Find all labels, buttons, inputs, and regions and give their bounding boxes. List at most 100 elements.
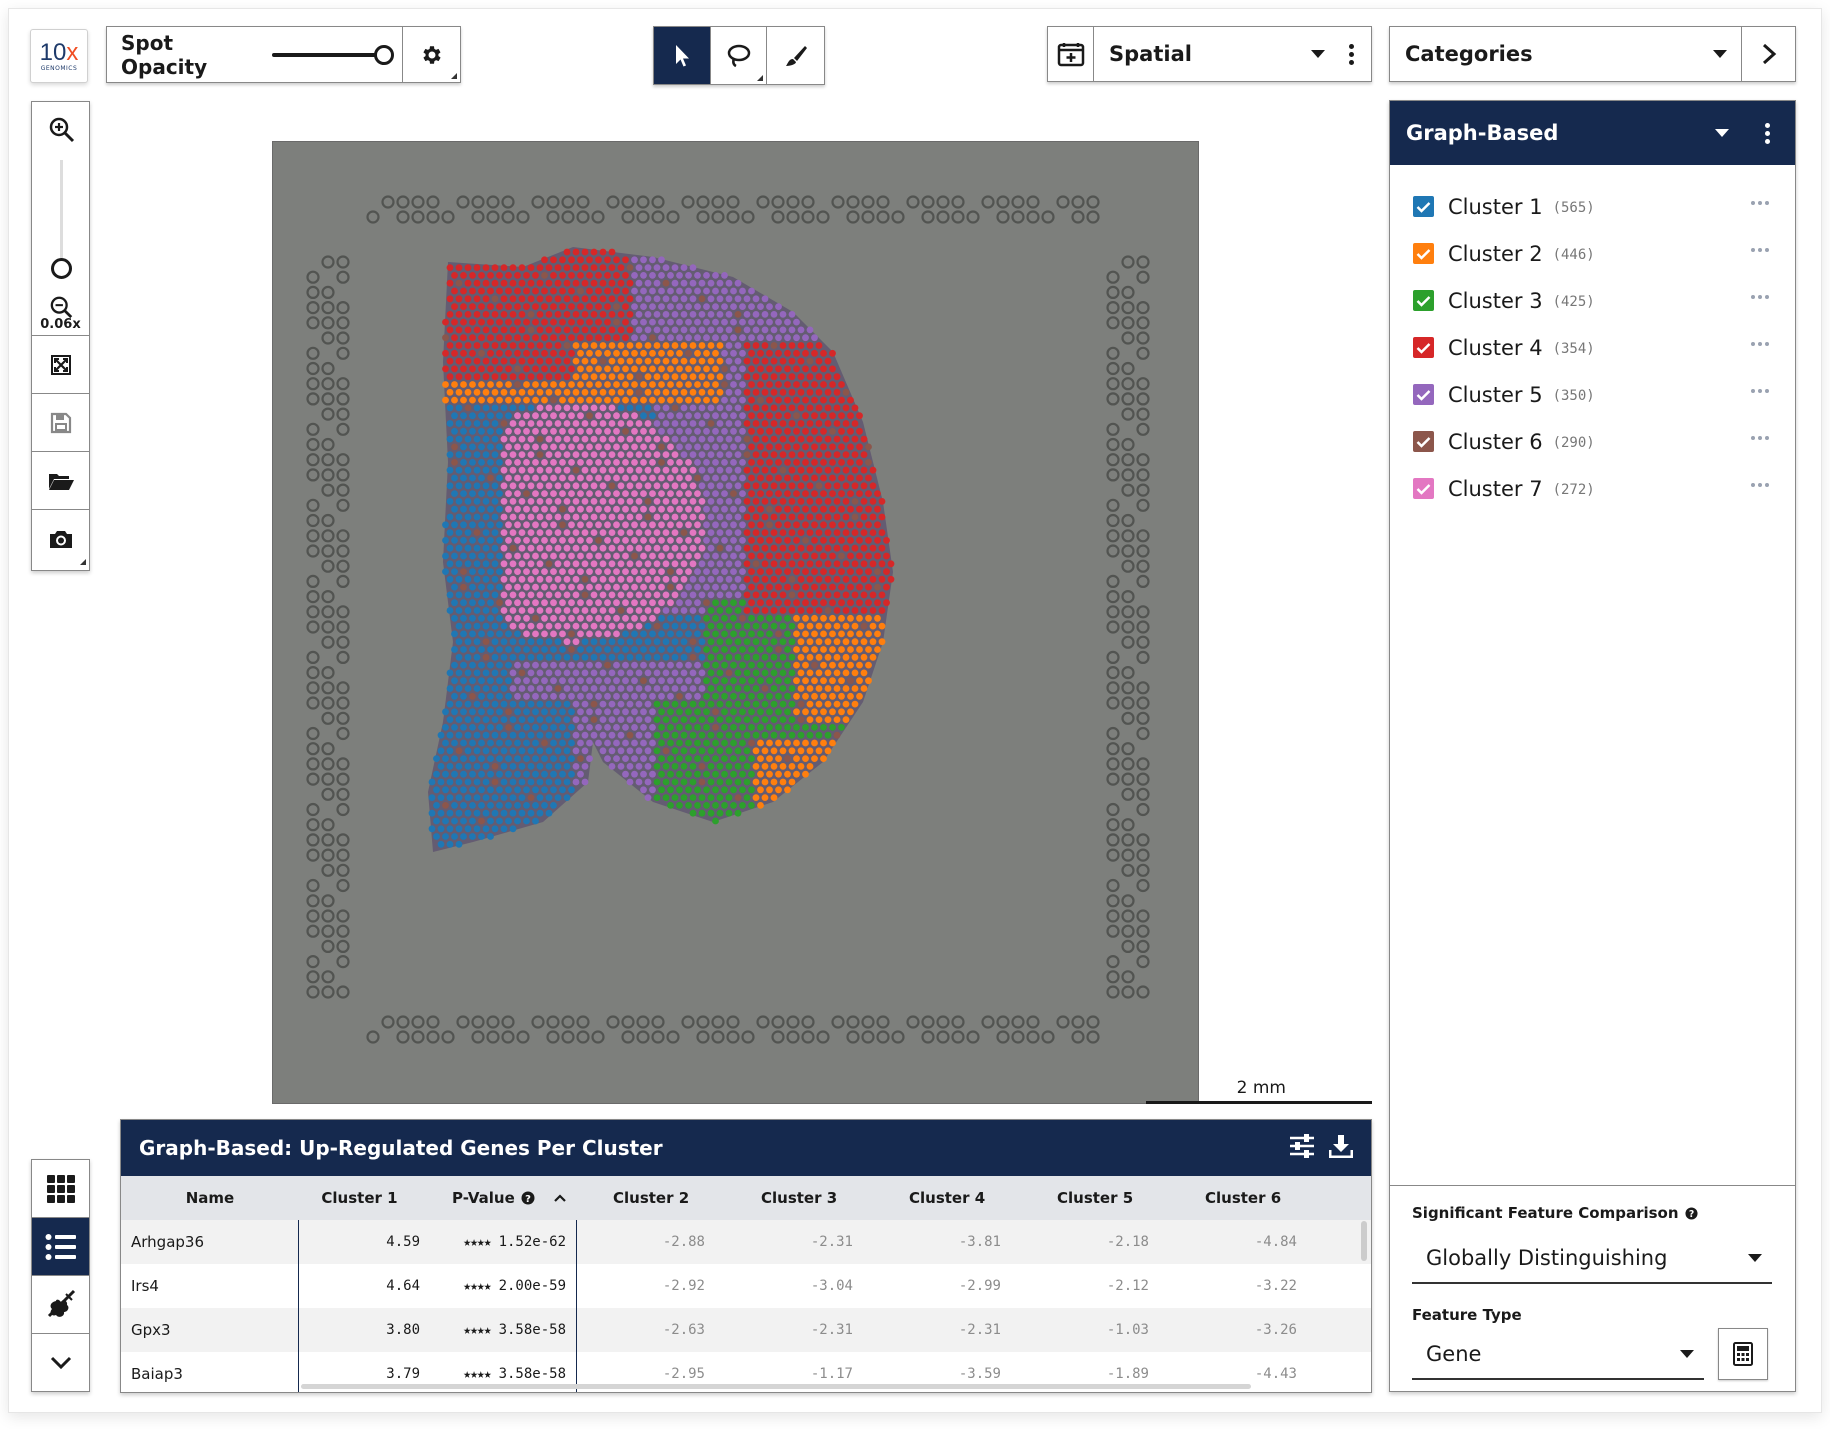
tissue-spot	[599, 420, 607, 427]
lasso-tool-button[interactable]	[711, 27, 768, 84]
tissue-spot	[770, 435, 778, 443]
cluster-more-button[interactable]	[1751, 201, 1769, 205]
vertical-scrollbar[interactable]	[1361, 1221, 1367, 1261]
categories-select[interactable]: Categories	[1389, 26, 1796, 82]
cluster-item[interactable]: Cluster 1 (565)	[1390, 183, 1795, 230]
tissue-spot	[752, 404, 760, 412]
cluster-checkbox[interactable]	[1413, 196, 1434, 217]
cluster-checkbox[interactable]	[1413, 431, 1434, 452]
cluster-more-button[interactable]	[1751, 483, 1769, 487]
col-header-pvalue[interactable]: P-Value ?	[422, 1189, 577, 1207]
cluster-checkbox[interactable]	[1413, 243, 1434, 264]
col-header-cluster-5[interactable]: Cluster 5	[1057, 1189, 1134, 1207]
tissue-spot	[824, 716, 832, 723]
fit-to-screen-button[interactable]	[32, 336, 89, 394]
cluster-item[interactable]: Cluster 6 (290)	[1390, 418, 1795, 465]
cluster-more-button[interactable]	[1751, 436, 1769, 440]
cluster-checkbox[interactable]	[1413, 290, 1434, 311]
slider-thumb[interactable]	[374, 44, 394, 65]
cluster-checkbox[interactable]	[1413, 384, 1434, 405]
cluster-item[interactable]: Cluster 2 (446)	[1390, 230, 1795, 277]
horizontal-scrollbar[interactable]	[301, 1384, 1251, 1389]
clustering-select-label[interactable]: Graph-Based	[1406, 121, 1559, 145]
cluster-item[interactable]: Cluster 3 (425)	[1390, 277, 1795, 324]
zoom-slider-thumb[interactable]	[51, 258, 72, 279]
add-view-button[interactable]	[1048, 27, 1094, 81]
list-view-button[interactable]	[32, 1218, 89, 1276]
table-row[interactable]: Gpx3 3.80 ★★★★ 3.58e-58 -2.63 -2.31 -2.31 -1.03…	[121, 1308, 1371, 1352]
col-header-name[interactable]: Name	[185, 1189, 235, 1207]
feature-type-select[interactable]: Gene	[1412, 1330, 1704, 1380]
collapse-panel-button[interactable]	[1741, 27, 1795, 81]
table-row[interactable]: Irs4 4.64 ★★★★ 2.00e-59 -2.92 -3.04 -2.99 -2.12…	[121, 1264, 1371, 1308]
tissue-spot	[487, 303, 494, 310]
tissue-spot	[658, 599, 665, 607]
view-menu-button[interactable]	[1339, 43, 1363, 65]
cluster-checkbox[interactable]	[1413, 337, 1434, 358]
tissue-spot	[671, 498, 679, 505]
cluster-item[interactable]: Cluster 4 (354)	[1390, 324, 1795, 371]
tissue-spot	[811, 552, 818, 560]
spatial-tissue-view[interactable]	[272, 141, 1199, 1104]
download-button[interactable]	[1328, 1134, 1354, 1162]
cluster-more-button[interactable]	[1751, 295, 1769, 299]
chevron-down-icon[interactable]	[1715, 129, 1729, 137]
fiducial-spot	[1106, 924, 1120, 938]
help-icon[interactable]: ?	[1685, 1206, 1698, 1220]
cluster-more-button[interactable]	[1751, 248, 1769, 252]
tissue-spot	[734, 388, 742, 396]
tissue-spot	[671, 420, 679, 427]
open-folder-button[interactable]	[32, 452, 89, 510]
tissue-spot	[649, 692, 656, 700]
table-row[interactable]: Arhgap36 4.59 ★★★★ 1.52e-62 -2.88 -2.31 -3.81-…	[121, 1220, 1371, 1264]
cluster-panel-menu-button[interactable]	[1755, 122, 1779, 144]
fiducial-spot	[801, 210, 815, 224]
view-select[interactable]: Spatial	[1047, 26, 1372, 82]
calculator-button[interactable]	[1718, 1328, 1768, 1380]
tissue-spot	[532, 568, 539, 575]
cluster-item[interactable]: Cluster 7 (272)	[1390, 465, 1795, 512]
cluster-more-button[interactable]	[1751, 389, 1769, 393]
zoom-in-button[interactable]	[48, 116, 76, 148]
tissue-spot	[536, 388, 544, 396]
cluster-checkbox[interactable]	[1413, 478, 1434, 499]
expand-toolbar-button[interactable]	[32, 1334, 89, 1392]
tissue-spot	[622, 396, 629, 404]
cluster-item[interactable]: Cluster 5 (350)	[1390, 371, 1795, 418]
settings-button[interactable]	[402, 27, 460, 82]
sig-feature-select[interactable]: Globally Distinguishing	[1412, 1234, 1772, 1284]
zoom-out-button[interactable]	[49, 295, 75, 323]
tissue-spot	[568, 381, 575, 388]
brush-tool-button[interactable]	[767, 27, 824, 84]
save-button[interactable]	[32, 394, 89, 452]
tissue-spot	[761, 544, 769, 552]
tissue-spot	[658, 490, 665, 497]
tissue-spot	[631, 505, 638, 513]
col-header-cluster-2[interactable]: Cluster 2	[613, 1189, 690, 1207]
tissue-spot	[559, 521, 566, 529]
violin-plot-button[interactable]	[32, 1276, 89, 1334]
fiducial-spot	[321, 331, 335, 345]
col-header-cluster-4[interactable]: Cluster 4	[909, 1189, 986, 1207]
table-settings-button[interactable]	[1289, 1134, 1315, 1162]
tissue-spot	[640, 614, 647, 622]
screenshot-button[interactable]	[32, 510, 89, 568]
grid-view-button[interactable]	[32, 1160, 89, 1218]
tissue-spot	[730, 583, 737, 591]
tissue-spot	[545, 716, 553, 723]
tissue-spot	[599, 404, 607, 412]
col-header-cluster-3[interactable]: Cluster 3	[761, 1189, 838, 1207]
tissue-spot	[820, 427, 827, 435]
zoom-slider-track[interactable]	[60, 160, 63, 270]
tissue-image[interactable]	[273, 142, 1199, 1104]
pointer-tool-button[interactable]	[654, 27, 711, 84]
fiducial-spot	[411, 1015, 425, 1029]
col-header-cluster-1[interactable]: Cluster 1	[321, 1189, 398, 1207]
tissue-spot	[662, 388, 670, 396]
cluster-more-button[interactable]	[1751, 342, 1769, 346]
table-row[interactable]: Baiap3 3.79 ★★★★ 3.58e-58 -2.95 -1.17 -3.59 -1.…	[121, 1352, 1371, 1392]
spot-opacity-slider[interactable]	[272, 43, 394, 67]
tissue-spot	[473, 388, 481, 396]
fiducial-spot	[1011, 1030, 1025, 1044]
col-header-cluster-6[interactable]: Cluster 6	[1205, 1189, 1282, 1207]
